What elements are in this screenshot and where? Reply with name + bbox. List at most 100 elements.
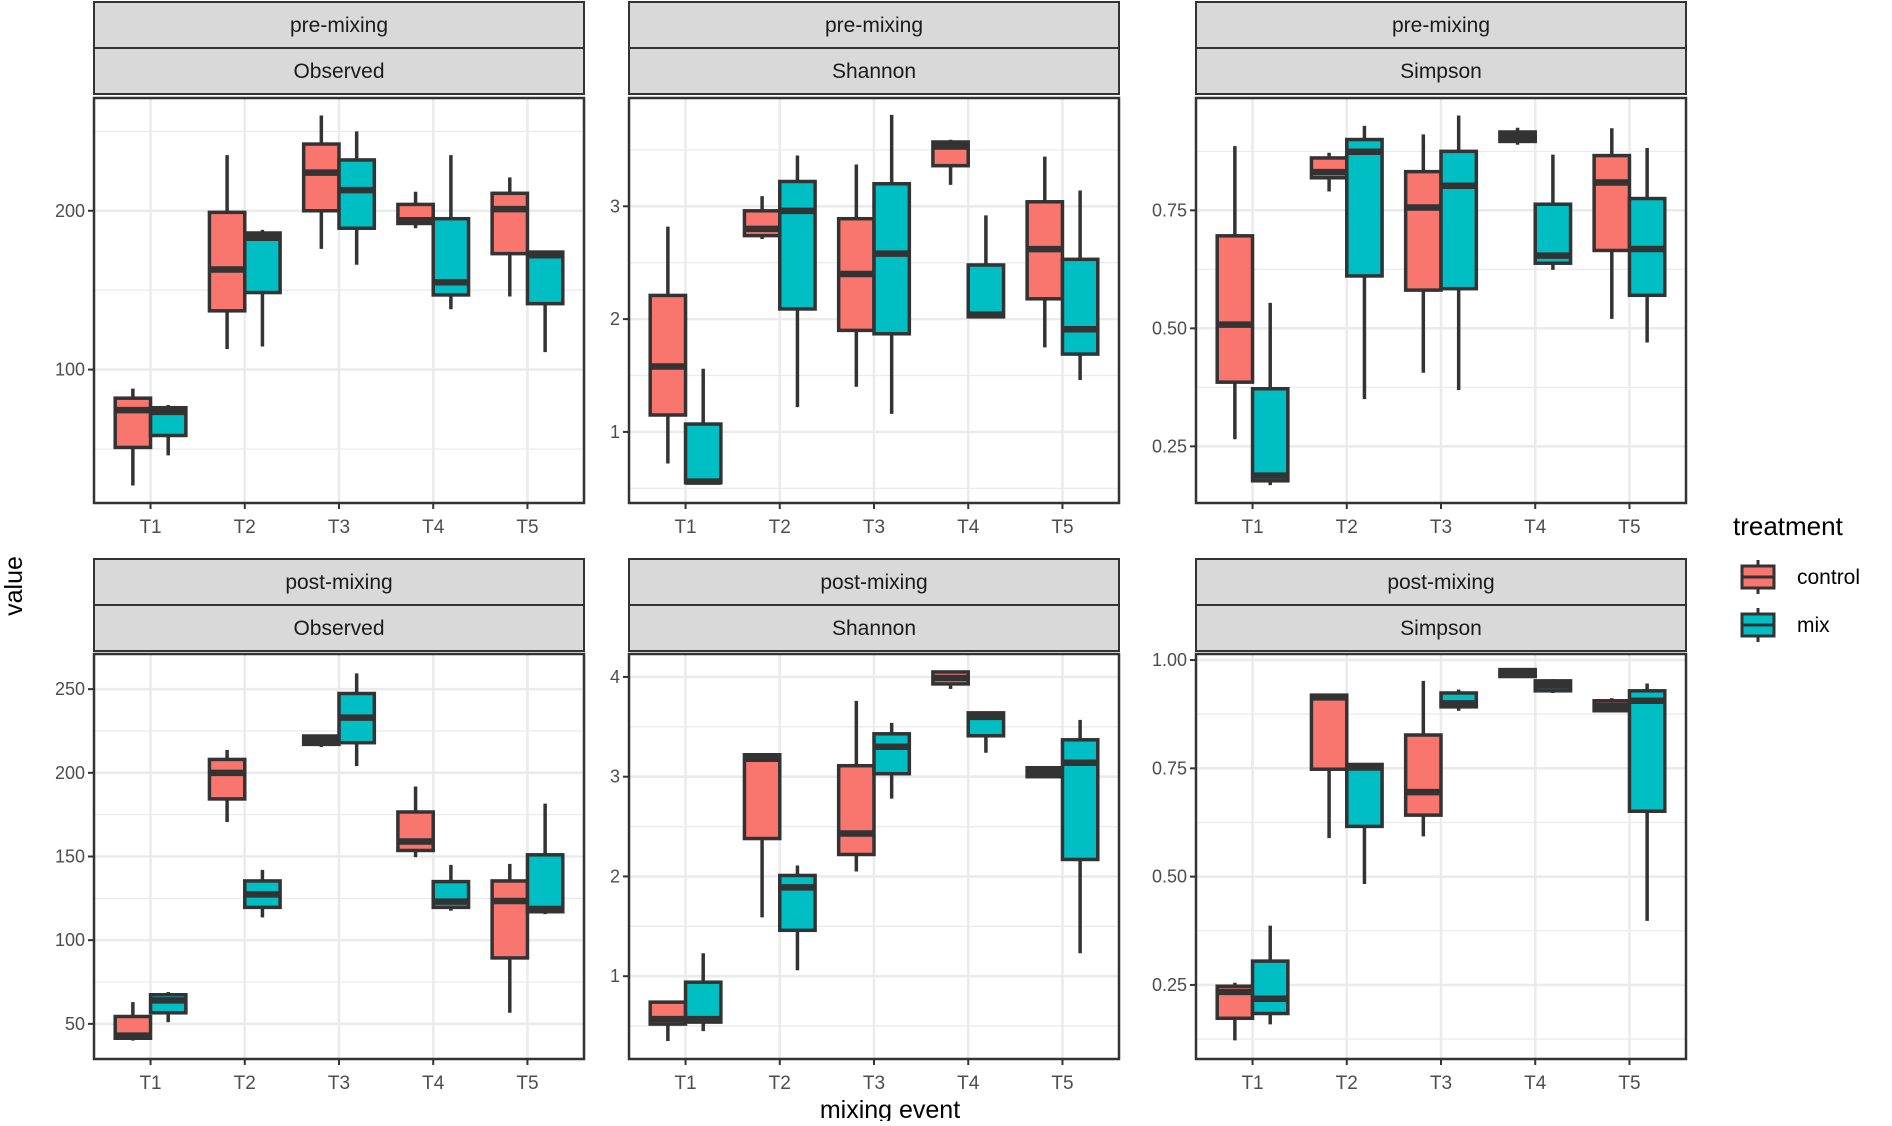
box-iqr bbox=[113, 396, 153, 450]
box-control-T1 bbox=[113, 1002, 153, 1041]
box-mix-T4 bbox=[431, 864, 471, 911]
y-tick-label: 3 bbox=[610, 767, 620, 787]
y-tick-label: 100 bbox=[55, 360, 85, 380]
x-tick-label: T5 bbox=[1618, 1073, 1640, 1094]
y-tick-label: 0.75 bbox=[1152, 200, 1187, 220]
box-iqr bbox=[648, 293, 688, 417]
panel-pre-mixing-Simpson: pre-mixing Simpson 0.25 0.50 0.75 T1 T2 T3 T4 T5 bbox=[1152, 1, 1688, 538]
x-tick-label: T2 bbox=[1336, 517, 1358, 538]
box-control-T2 bbox=[1309, 152, 1349, 192]
strip-bottom bbox=[1195, 604, 1687, 652]
box-control-T3 bbox=[301, 734, 341, 748]
x-tick-label: T5 bbox=[1051, 1073, 1073, 1094]
box-mix-T3 bbox=[337, 131, 377, 265]
x-tick-label: T1 bbox=[674, 517, 696, 538]
box-mix-T3 bbox=[337, 673, 377, 767]
box-iqr bbox=[525, 853, 565, 914]
x-tick-label: T1 bbox=[1241, 1073, 1263, 1094]
x-tick-label: T3 bbox=[863, 517, 885, 538]
strip-bottom bbox=[628, 604, 1120, 652]
box-iqr bbox=[836, 763, 876, 857]
legend-label: control bbox=[1797, 566, 1860, 589]
box-mix-T1 bbox=[148, 992, 188, 1023]
x-tick-label: T2 bbox=[1336, 1073, 1358, 1094]
box-mix-T4 bbox=[1533, 679, 1573, 693]
x-tick-label: T4 bbox=[1524, 1073, 1547, 1094]
box-mix-T1 bbox=[683, 368, 723, 485]
y-tick-label: 4 bbox=[610, 667, 620, 687]
x-tick-label: T5 bbox=[1051, 517, 1073, 538]
box-mix-T1 bbox=[683, 953, 723, 1032]
y-tick-label: 0.25 bbox=[1152, 975, 1187, 995]
box-control-T1 bbox=[648, 226, 688, 464]
box-control-T5 bbox=[490, 177, 530, 297]
x-tick-label: T3 bbox=[1430, 517, 1452, 538]
box-control-T4 bbox=[396, 191, 435, 229]
x-tick-label: T2 bbox=[769, 1073, 791, 1094]
legend-label: mix bbox=[1797, 614, 1830, 637]
x-tick-label: T4 bbox=[422, 517, 445, 538]
box-mix-T1 bbox=[148, 405, 188, 456]
box-iqr bbox=[872, 181, 912, 336]
strip-top bbox=[628, 558, 1120, 606]
strip-top bbox=[93, 558, 585, 606]
box-control-T2 bbox=[207, 155, 247, 349]
x-tick-label: T4 bbox=[422, 1073, 445, 1094]
x-tick-label: T4 bbox=[1524, 517, 1547, 538]
box-iqr bbox=[1627, 689, 1667, 813]
x-tick-label: T1 bbox=[139, 1073, 161, 1094]
box-mix-T3 bbox=[1439, 115, 1479, 391]
strip-top bbox=[1195, 1, 1687, 49]
legend-item-mix: mix bbox=[1740, 608, 1830, 642]
strip-bottom-label: Simpson bbox=[1400, 60, 1482, 83]
box-iqr bbox=[396, 810, 435, 853]
box-control-T5 bbox=[1025, 765, 1065, 779]
strip-top-label: pre-mixing bbox=[825, 14, 923, 37]
box-mix-T5 bbox=[1060, 719, 1100, 954]
y-tick-label: 2 bbox=[610, 309, 620, 329]
strip-bottom-label: Shannon bbox=[832, 617, 916, 640]
legend-item-control: control bbox=[1740, 560, 1860, 594]
y-tick-label: 200 bbox=[55, 201, 85, 221]
box-iqr bbox=[1309, 693, 1349, 771]
box-mix-T5 bbox=[525, 803, 565, 915]
box-iqr bbox=[301, 142, 341, 213]
box-control-T2 bbox=[1309, 693, 1349, 839]
box-iqr bbox=[490, 191, 530, 256]
x-tick-label: T4 bbox=[957, 1073, 980, 1094]
strip-top bbox=[93, 1, 585, 49]
y-tick-label: 100 bbox=[55, 930, 85, 950]
box-iqr bbox=[872, 732, 912, 776]
box-control-T5 bbox=[1025, 156, 1065, 348]
box-iqr bbox=[1060, 257, 1100, 356]
box-mix-T5 bbox=[1060, 190, 1100, 381]
box-control-T3 bbox=[1403, 134, 1443, 373]
y-tick-label: 200 bbox=[55, 763, 85, 783]
panel-post-mixing-Observed: post-mixing Observed 50 100 150 200 250 T1 T2 T3 T… bbox=[55, 558, 586, 1094]
box-control-T4 bbox=[1498, 127, 1537, 145]
legend-title: treatment bbox=[1733, 511, 1844, 541]
x-tick-label: T2 bbox=[769, 517, 791, 538]
y-tick-label: 1 bbox=[610, 422, 620, 442]
box-control-T1 bbox=[648, 1000, 688, 1042]
box-iqr bbox=[1345, 762, 1384, 829]
box-iqr bbox=[1250, 959, 1290, 1016]
box-iqr bbox=[207, 757, 247, 801]
box-iqr bbox=[683, 422, 723, 485]
box-mix-T2 bbox=[778, 865, 817, 971]
box-mix-T3 bbox=[872, 114, 912, 414]
box-mix-T4 bbox=[966, 215, 1006, 319]
box-control-T1 bbox=[1215, 146, 1255, 440]
box-mix-T5 bbox=[1627, 148, 1667, 343]
box-control-T4 bbox=[1498, 667, 1537, 679]
box-iqr bbox=[1592, 153, 1632, 253]
y-tick-label: 250 bbox=[55, 679, 85, 699]
strip-bottom bbox=[93, 47, 585, 95]
box-iqr bbox=[490, 879, 530, 960]
strip-bottom bbox=[628, 47, 1120, 95]
box-mix-T2 bbox=[1345, 762, 1384, 885]
box-iqr bbox=[207, 210, 247, 313]
box-control-T5 bbox=[1592, 128, 1632, 319]
y-tick-label: 50 bbox=[65, 1014, 85, 1034]
